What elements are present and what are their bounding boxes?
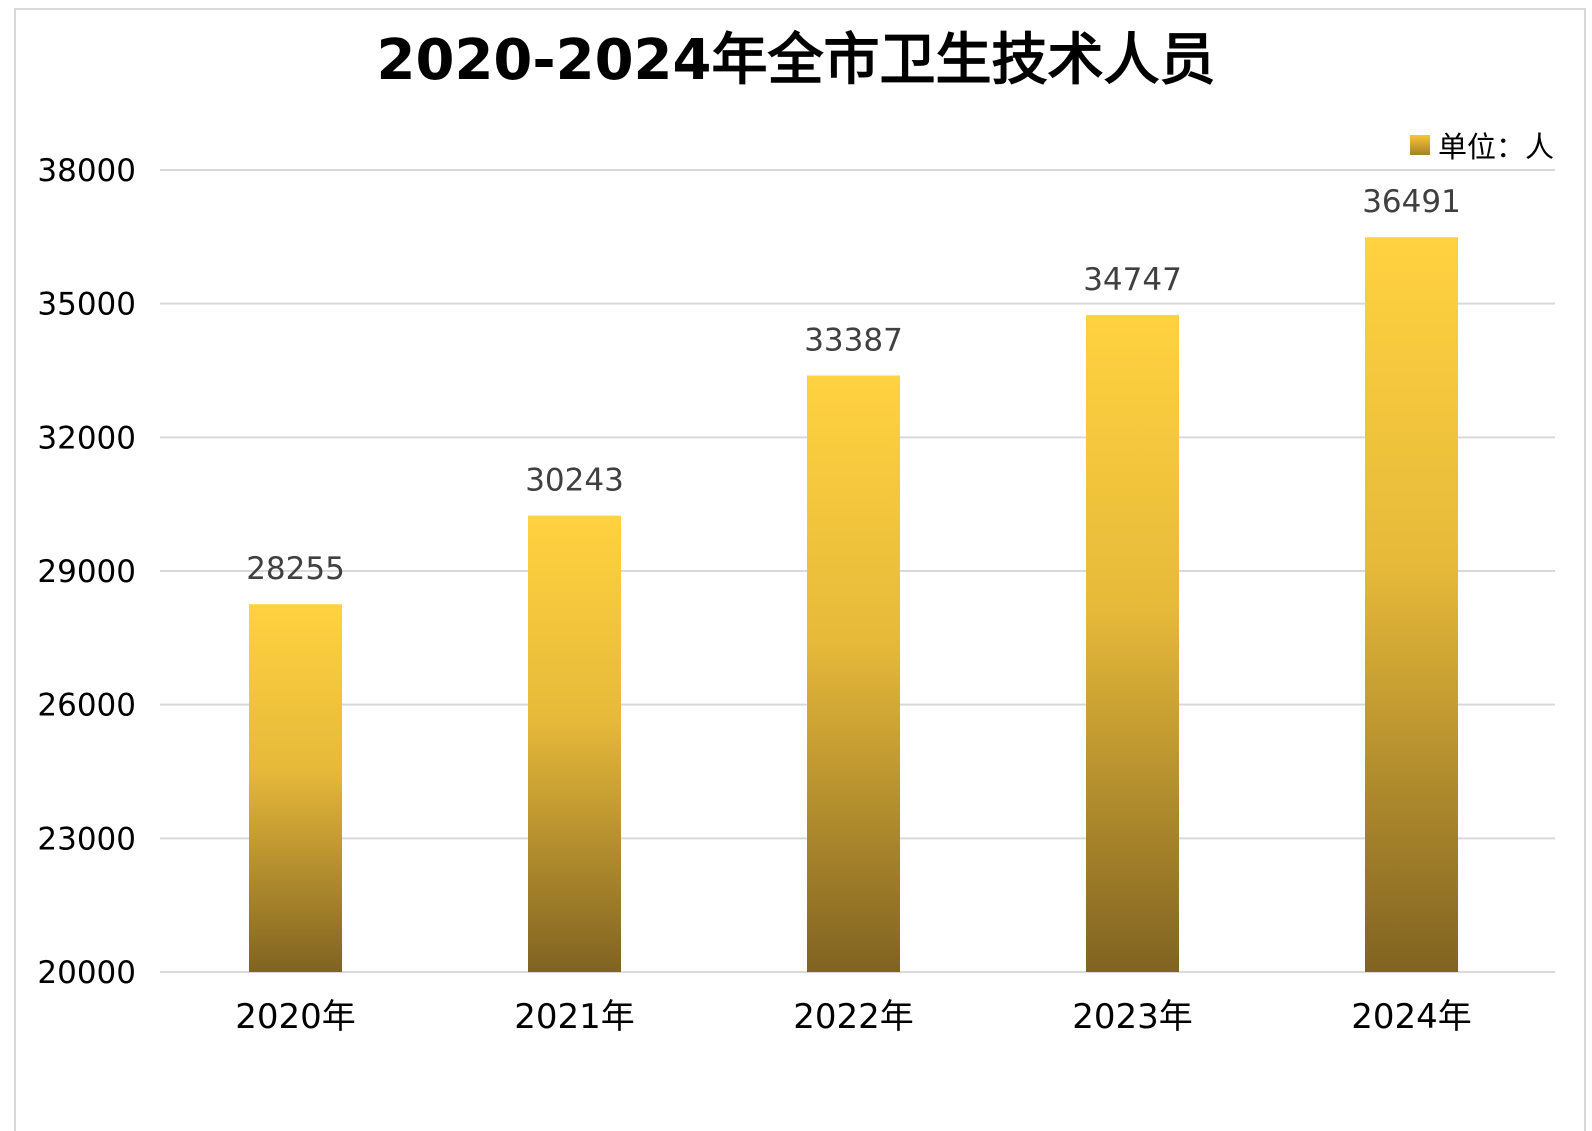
y-tick-label: 38000 — [37, 153, 136, 189]
y-tick-label: 29000 — [37, 554, 136, 590]
bars — [249, 237, 1458, 973]
legend-label: 单位：人 — [1437, 130, 1554, 164]
bar — [1086, 314, 1179, 972]
data-label: 34747 — [1083, 262, 1182, 298]
bar — [807, 375, 900, 972]
y-axis-ticks: 20000 23000 26000 29000 32000 35000 38000 — [37, 153, 136, 991]
x-tick-label: 2020年 — [235, 997, 356, 1037]
x-tick-label: 2023年 — [1072, 997, 1193, 1037]
x-axis-ticks: 2020年 2021年 2022年 2023年 2024年 — [235, 997, 1472, 1037]
x-tick-label: 2021年 — [514, 997, 635, 1037]
y-tick-label: 20000 — [37, 955, 136, 991]
bar — [1365, 237, 1458, 973]
x-tick-label: 2022年 — [793, 997, 914, 1037]
x-tick-label: 2024年 — [1351, 997, 1472, 1037]
legend: 单位：人 — [1409, 124, 1554, 166]
data-label: 28255 — [246, 551, 345, 587]
y-tick-label: 26000 — [37, 688, 136, 724]
data-label: 33387 — [804, 323, 903, 359]
y-tick-label: 32000 — [37, 420, 136, 456]
data-label: 30243 — [525, 463, 624, 499]
data-label: 36491 — [1362, 184, 1461, 220]
y-tick-label: 23000 — [37, 821, 136, 857]
y-tick-label: 35000 — [37, 287, 136, 323]
chart-title: 2020-2024年全市卫生技术人员 — [376, 28, 1216, 93]
bar — [528, 515, 621, 972]
bar — [249, 604, 342, 972]
data-labels: 28255 30243 33387 34747 36491 — [246, 184, 1461, 587]
legend-swatch — [1409, 135, 1430, 155]
